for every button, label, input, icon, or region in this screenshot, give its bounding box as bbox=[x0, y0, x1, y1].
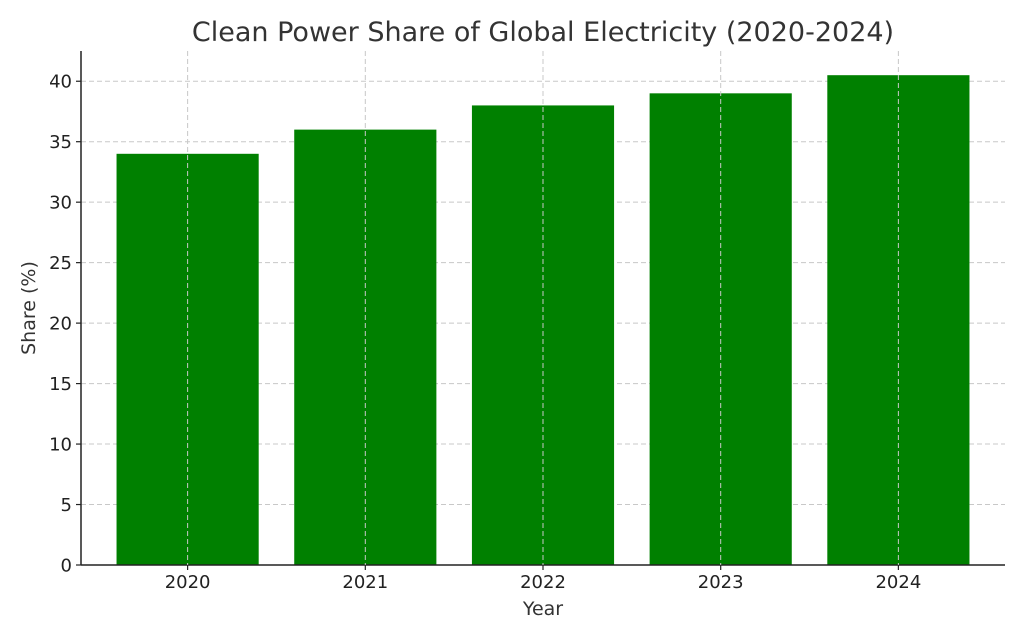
y-tick-label: 0 bbox=[61, 556, 72, 577]
x-axis-label: Year bbox=[522, 598, 563, 620]
vertical-grid bbox=[187, 51, 899, 565]
x-tick-label: 2024 bbox=[875, 572, 921, 593]
x-tick-label: 2022 bbox=[520, 572, 566, 593]
y-tick-label: 5 bbox=[61, 495, 72, 516]
y-tick-label: 15 bbox=[49, 374, 72, 395]
x-tick-label: 2023 bbox=[698, 572, 744, 593]
ticks: 0 5 10 15 20 25 30 35 40 2020 2021 2022 2023 2024 bbox=[49, 72, 921, 593]
y-tick-label: 40 bbox=[49, 72, 72, 93]
y-axis-label: Share (%) bbox=[18, 261, 40, 355]
y-tick-label: 10 bbox=[49, 435, 72, 456]
y-tick-label: 35 bbox=[49, 132, 72, 153]
chart-title: Clean Power Share of Global Electricity … bbox=[192, 17, 894, 48]
x-tick-label: 2021 bbox=[342, 572, 388, 593]
x-tick-label: 2020 bbox=[165, 572, 211, 593]
y-tick-label: 25 bbox=[49, 253, 72, 274]
y-tick-label: 20 bbox=[49, 314, 72, 335]
y-tick-label: 30 bbox=[49, 193, 72, 214]
